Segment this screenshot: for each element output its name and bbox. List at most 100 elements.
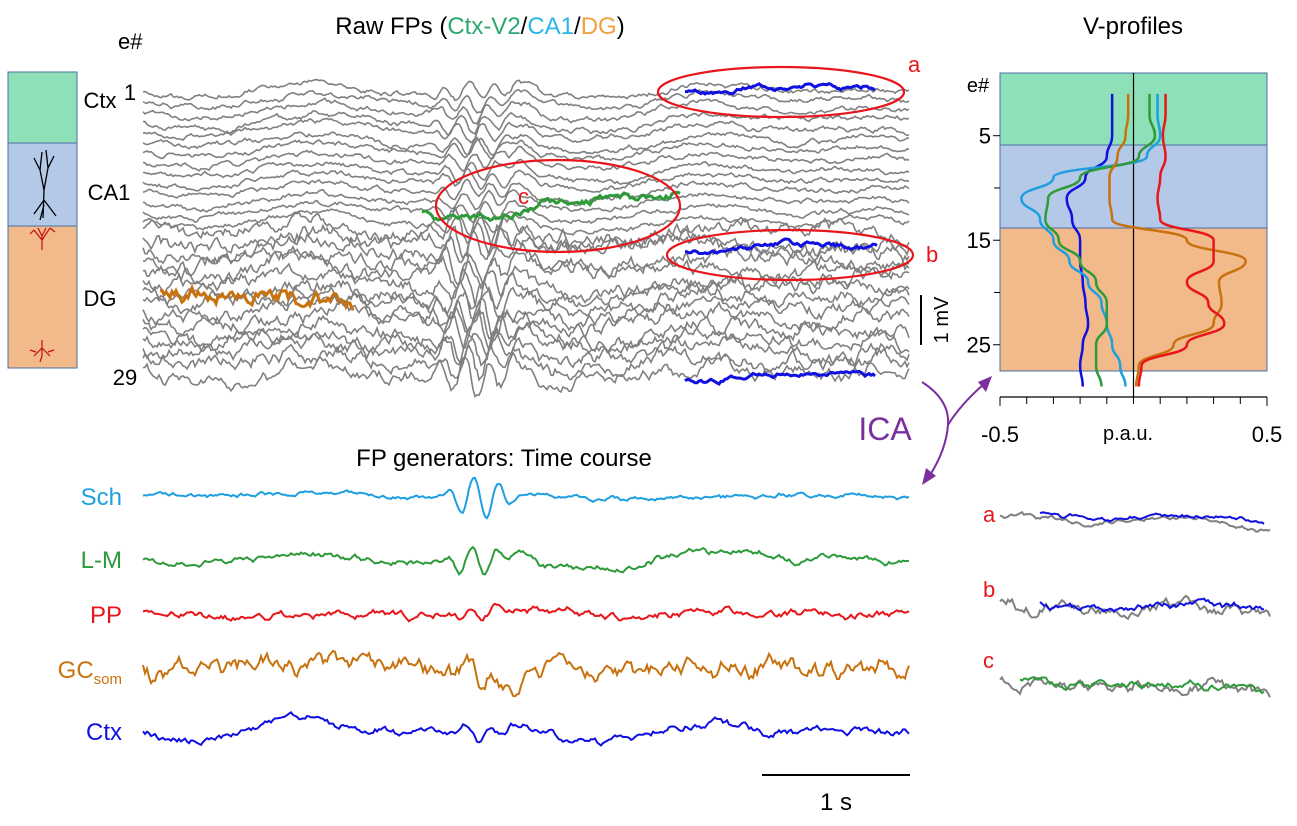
generators-title: FP generators: Time course [356,445,652,472]
raw-trace [142,223,910,267]
raw-trace [142,319,910,367]
generator-trace [142,602,910,623]
raw-trace [142,271,910,317]
pyramidal-neuron [33,149,57,221]
x-tick-label: 0.5 [1252,422,1283,447]
inset-overlay [1039,597,1265,613]
raw-trace [142,299,910,340]
raw-trace [142,339,910,382]
ctx-overlay [684,369,877,386]
profile-line [1020,93,1162,387]
overlays [159,81,878,386]
y-axis-label: e# [967,75,990,97]
raw-trace [142,158,910,185]
raw-trace [142,188,910,213]
generator-name: L-M [81,547,122,574]
ica-arrows [921,381,986,476]
raw-title: Raw FPs (Ctx-V2/CA1/DG) [335,13,624,40]
inset-overlay [1039,511,1265,525]
x-tick-label: -0.5 [981,422,1019,447]
raw-trace [142,89,910,114]
generator-traces: Sch L-M PP GCsom Ctx [58,476,910,747]
event-ellipses [434,65,915,282]
raw-trace [143,110,910,137]
title-part: / [521,13,528,40]
raw-trace [142,97,910,125]
title-part: ) [617,13,625,40]
arrow-head [922,468,936,485]
region-label: DG [84,286,117,311]
first-electrode: 1 [124,80,136,105]
raw-trace [142,145,910,173]
generator-label: L-M [81,547,122,574]
event-ellipse [656,65,906,119]
ca1-overlay [421,190,681,223]
event-label: b [926,242,938,267]
time-scale-label: 1 s [820,789,852,816]
chart-title: V-profiles [1083,13,1183,40]
title-part: DG [581,13,617,40]
v-profile-plot: -0.5 0.5 5 15 25 [967,73,1283,447]
generator-trace [142,711,910,747]
raw-traces [142,78,910,399]
generator-label: Sch [81,484,122,511]
raw-trace [142,178,910,207]
profile-line [1044,93,1157,387]
generator-trace [142,545,910,576]
last-electrode: 29 [113,365,137,390]
ctx-overlay [685,237,878,256]
generator-name: Ctx [86,719,122,746]
event-ellipse [665,228,915,282]
raw-trace [142,117,910,144]
inset-label: a [983,502,996,527]
generator-label: PP [90,602,122,629]
raw-trace [142,204,910,250]
x-axis-label: p.a.u. [1103,423,1153,445]
event-ellipse [434,158,682,254]
profile-line [1137,93,1226,387]
ctx-region [7,71,78,144]
event-label: c [518,184,529,209]
raw-trace [142,78,910,102]
title-part: / [574,13,581,40]
title-part: Raw FPs ( [335,13,447,40]
y-tick-label: 15 [967,228,991,253]
arrow-head [978,376,992,392]
generator-label: Ctx [86,719,122,746]
dg-overlay [159,283,355,311]
generator-name: Sch [81,484,122,511]
raw-trace [142,167,910,193]
generator-name: PP [90,602,122,629]
raw-trace [142,330,910,372]
inset-label: c [983,648,994,673]
generator-subscript: som [94,671,122,688]
mv-scale-label: 1 mV [931,296,953,343]
y-tick-label: 25 [967,333,991,358]
inset-overlay [1019,675,1265,695]
profile-line [1065,93,1114,387]
electrode-header: e# [118,29,143,54]
raw-trace [142,136,910,161]
title-part: CA1 [527,13,574,40]
ctx-overlay [684,81,876,96]
inset-raw [999,594,1271,621]
raw-trace [142,199,910,225]
generator-label: GCsom [58,657,122,688]
raw-trace [142,131,910,156]
generator-trace [142,476,910,520]
inset-label: b [983,577,995,602]
region-label: Ctx [84,88,117,113]
granule-neurons [29,227,56,363]
profile-line [1108,93,1247,387]
inset-traces [999,510,1271,698]
ica-label: ICA [858,411,912,447]
y-tick-label: 5 [979,124,991,149]
generator-name: GC [58,657,94,684]
inset-raw [999,510,1271,533]
title-part: Ctx-V2 [447,13,520,40]
region-label: CA1 [88,180,131,205]
raw-trace [142,208,910,236]
raw-trace [142,220,910,265]
